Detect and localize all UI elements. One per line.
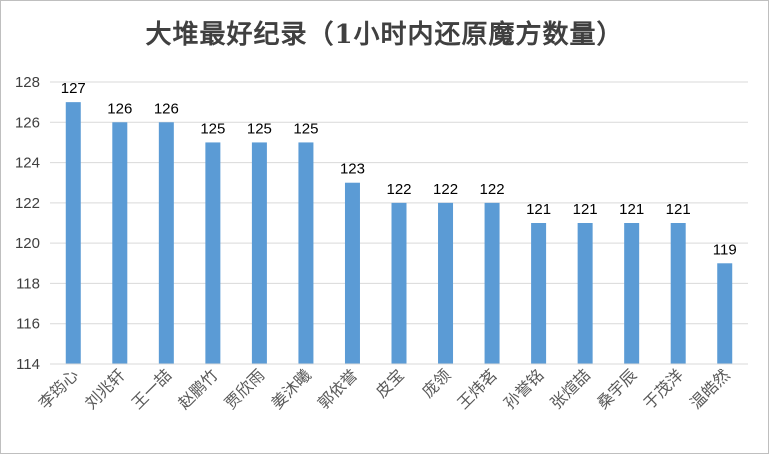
y-tick-label: 114 (16, 356, 40, 373)
x-category-label: 皮宝 (372, 365, 408, 401)
y-tick-label: 126 (15, 114, 40, 131)
x-category-label: 赵鹏竹 (174, 365, 221, 412)
bar-10 (531, 223, 547, 364)
data-label: 126 (107, 100, 132, 117)
data-label: 121 (526, 201, 551, 218)
data-labels: 127 126 126 125 125 125 123 122 122 122 121 121 121 1… (61, 80, 737, 258)
bar-4 (251, 142, 267, 364)
x-category-label: 王炜茗 (454, 365, 501, 412)
data-label: 121 (666, 201, 691, 218)
x-axis-categories: 李筠心 刘兆轩 王一喆 赵鹏竹 贾欣雨 姜沐曦 郭依誉 皮宝 庞领 王炜茗 孙誉铭 张煊喆 桑宇辰 于茂洋… (35, 365, 734, 412)
bar-14 (717, 263, 733, 364)
x-category-label: 郭依誉 (314, 365, 361, 412)
data-label: 122 (386, 181, 411, 198)
x-category-label: 庞领 (418, 365, 454, 401)
bar-13 (670, 223, 686, 364)
data-label: 126 (154, 100, 179, 117)
bar-3 (205, 142, 221, 364)
y-tick-label: 128 (15, 74, 40, 91)
y-axis-ticks: 114 116 118 120 122 124 126 128 (15, 74, 40, 373)
bar-8 (438, 202, 454, 364)
bars (65, 102, 733, 365)
data-label: 123 (340, 161, 365, 178)
data-label: 121 (619, 201, 644, 218)
bar-7 (391, 202, 407, 364)
x-category-label: 桑宇辰 (593, 365, 640, 412)
bar-2 (158, 122, 174, 365)
y-tick-label: 124 (15, 155, 40, 172)
x-category-label: 孙誉铭 (500, 365, 547, 412)
x-category-label: 贾欣雨 (221, 365, 268, 412)
bar-11 (577, 223, 593, 364)
bar-9 (484, 202, 500, 364)
bar-12 (624, 223, 640, 364)
x-category-label: 姜沐曦 (267, 365, 314, 412)
data-label: 127 (61, 80, 86, 97)
x-category-label: 于茂洋 (640, 365, 687, 412)
x-category-label: 温皓然 (686, 365, 733, 412)
y-tick-label: 116 (16, 316, 40, 333)
y-tick-label: 118 (16, 275, 40, 292)
bar-0 (65, 102, 81, 365)
chart-title: 大堆最好纪录（1小时内还原魔方数量） (145, 20, 624, 50)
data-label: 125 (200, 120, 225, 137)
data-label: 122 (480, 181, 505, 198)
y-tick-label: 120 (15, 235, 40, 252)
x-category-label: 张煊喆 (547, 365, 594, 412)
data-label: 125 (293, 120, 318, 137)
bar-6 (344, 182, 360, 364)
data-label: 121 (573, 201, 598, 218)
data-label: 119 (713, 241, 737, 258)
bar-5 (298, 142, 314, 364)
x-category-label: 刘兆轩 (81, 365, 128, 412)
y-tick-label: 122 (15, 195, 40, 212)
bar-1 (112, 122, 128, 365)
data-label: 125 (247, 120, 272, 137)
x-category-label: 李筠心 (35, 365, 82, 412)
x-category-label: 王一喆 (128, 365, 175, 412)
data-label: 122 (433, 181, 458, 198)
